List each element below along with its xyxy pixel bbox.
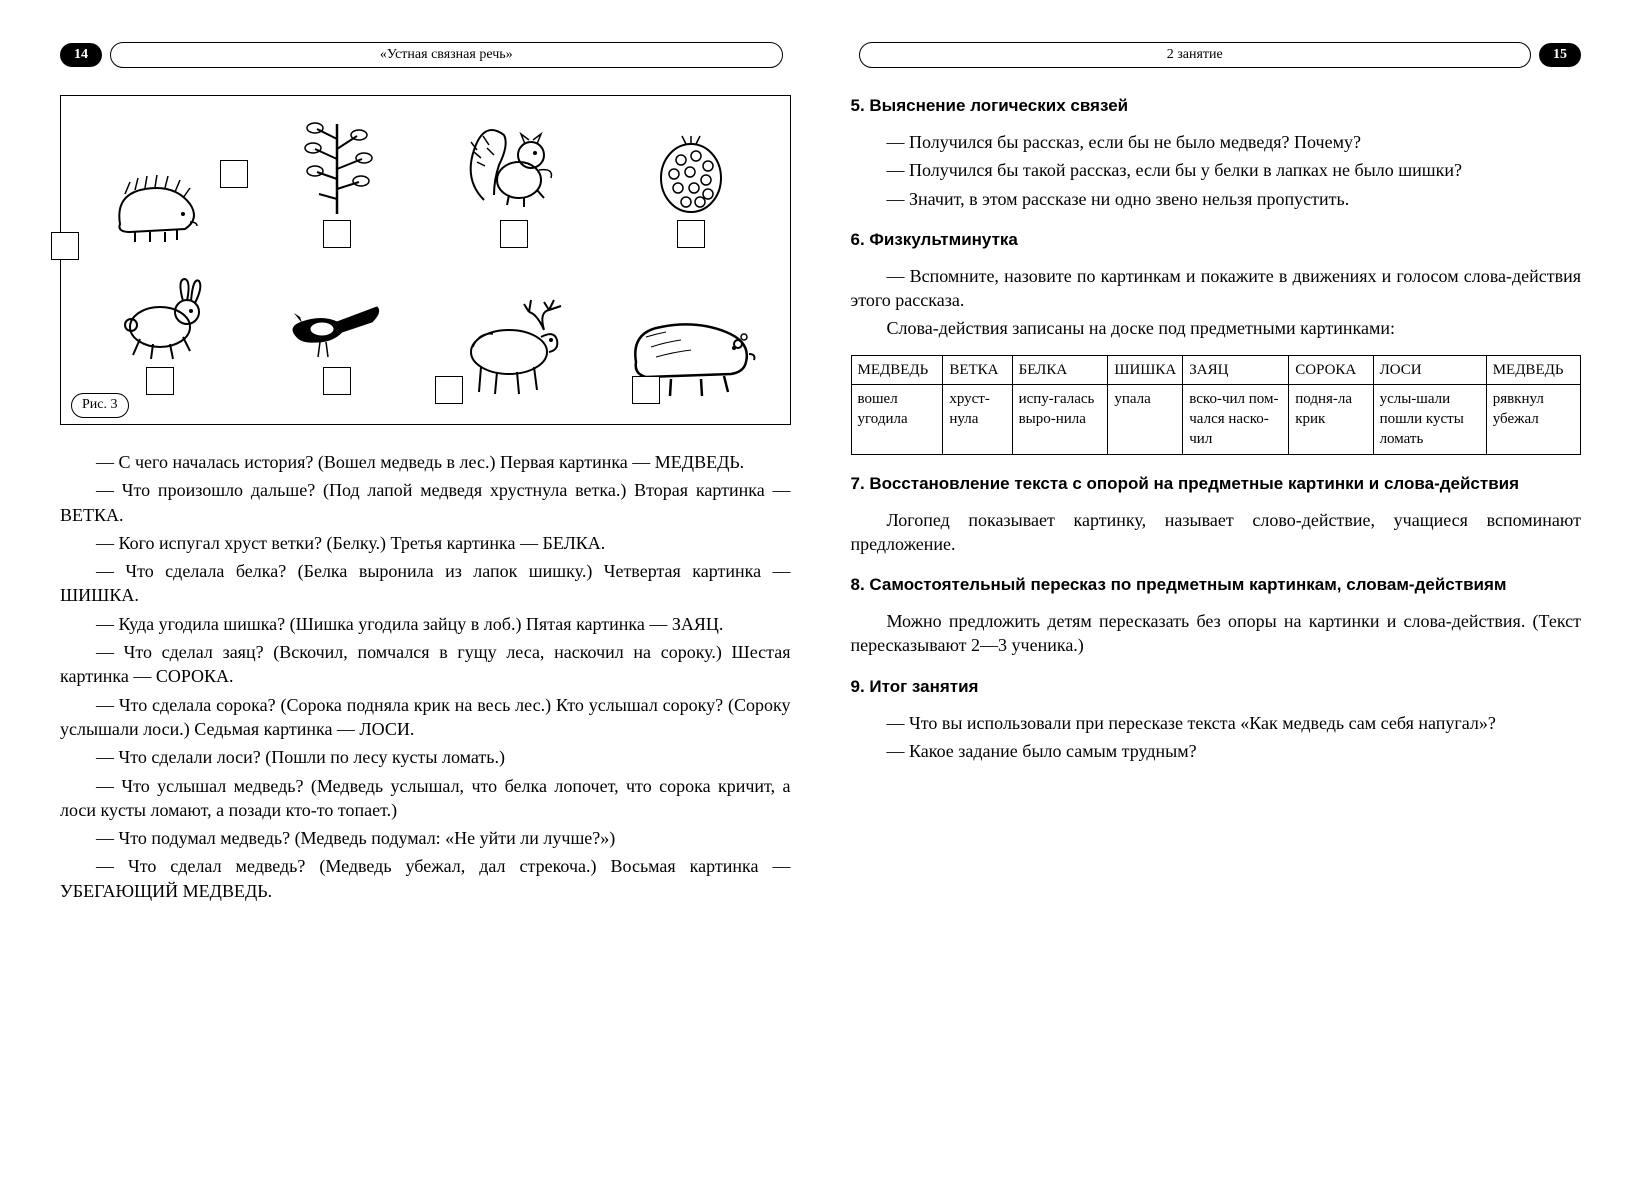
animal-pinecone [602, 130, 779, 254]
page-number-left: 14 [60, 43, 102, 68]
table-header: СОРОКА [1289, 355, 1373, 384]
checkbox[interactable] [146, 367, 174, 395]
table-header: ЗАЯЦ [1183, 355, 1289, 384]
table-cell: упала [1108, 384, 1183, 454]
checkbox[interactable] [220, 160, 248, 188]
animal-row-1 [71, 106, 780, 254]
paragraph: — Что сделала белка? (Белка выронила из … [60, 559, 791, 608]
table-cell: вошел угодила [851, 384, 943, 454]
page-left: 14 «Устная связная речь» [30, 40, 821, 1145]
paragraph: — Получился бы такой рассказ, если бы у … [851, 158, 1582, 182]
paragraph: — Что сделали лоси? (Пошли по лесу кусты… [60, 745, 791, 769]
table-header: ШИШКА [1108, 355, 1183, 384]
page-right: 2 занятие 15 5. Выяснение логических свя… [821, 40, 1612, 1145]
table-cell: услы-шали пошли кусты ломать [1373, 384, 1486, 454]
checkbox[interactable] [500, 220, 528, 248]
animal-branch [248, 114, 425, 254]
animal-squirrel [425, 110, 602, 254]
table-row: вошел угодила хруст-нула испу-галась выр… [851, 384, 1581, 454]
table-header: БЕЛКА [1012, 355, 1108, 384]
paragraph: — Кого испугал хруст ветки? (Белку.) Тре… [60, 531, 791, 555]
paragraph: — С чего началась история? (Вошел медвед… [60, 450, 791, 474]
checkbox[interactable] [323, 220, 351, 248]
left-content: — С чего началась история? (Вошел медвед… [60, 450, 791, 1145]
checkbox[interactable] [435, 376, 463, 404]
header-title-left: «Устная связная речь» [110, 42, 783, 69]
checkbox[interactable] [632, 376, 660, 404]
table-cell: хруст-нула [943, 384, 1012, 454]
paragraph: — Что сделала сорока? (Сорока подняла кр… [60, 693, 791, 742]
page-header-right: 2 занятие 15 [851, 40, 1582, 70]
paragraph: — Вспомните, назовите по картинкам и пок… [851, 264, 1582, 313]
animal-magpie [248, 287, 425, 401]
paragraph: — Что сделал заяц? (Вскочил, помчался в … [60, 640, 791, 689]
figure-label: Рис. 3 [71, 393, 129, 418]
paragraph: — Что вы использовали при пересказе текс… [851, 711, 1582, 735]
paragraph: Логопед показывает картинку, называет сл… [851, 508, 1582, 557]
table-cell: подня-ла крик [1289, 384, 1373, 454]
table-cell: вско-чил пом-чался наско-чил [1183, 384, 1289, 454]
paragraph: — Что сделал медведь? (Медведь убежал, д… [60, 854, 791, 903]
checkbox[interactable] [677, 220, 705, 248]
section-8-heading: 8. Самостоятельный пересказ по предметны… [851, 574, 1582, 597]
section-7-heading: 7. Восстановление текста с опорой на пре… [851, 473, 1582, 496]
paragraph: — Что услышал медведь? (Медведь услышал,… [60, 774, 791, 823]
paragraph: — Получился бы рассказ, если бы не было … [851, 130, 1582, 154]
animal-hedgehog [71, 164, 248, 254]
figure-3-illustration: Рис. 3 [60, 95, 791, 425]
right-content: 5. Выяснение логических связей — Получил… [851, 95, 1582, 1145]
table-header-row: МЕДВЕДЬ ВЕТКА БЕЛКА ШИШКА ЗАЯЦ СОРОКА ЛО… [851, 355, 1581, 384]
section-6-heading: 6. Физкультминутка [851, 229, 1582, 252]
paragraph: — Что произошло дальше? (Под лапой медве… [60, 478, 791, 527]
actions-table: МЕДВЕДЬ ВЕТКА БЕЛКА ШИШКА ЗАЯЦ СОРОКА ЛО… [851, 355, 1582, 455]
table-header: ВЕТКА [943, 355, 1012, 384]
header-title-right: 2 занятие [859, 42, 1532, 69]
table-header: МЕДВЕДЬ [851, 355, 943, 384]
page-number-right: 15 [1539, 43, 1581, 68]
paragraph: — Куда угодила шишка? (Шишка угодила зай… [60, 612, 791, 636]
table-header: МЕДВЕДЬ [1486, 355, 1580, 384]
checkbox[interactable] [323, 367, 351, 395]
table-header: ЛОСИ [1373, 355, 1486, 384]
animal-row-2 [71, 254, 780, 402]
paragraph: — Значит, в этом рассказе ни одно звено … [851, 187, 1582, 211]
animal-hare [71, 267, 248, 401]
table-cell: рявкнул убежал [1486, 384, 1580, 454]
section-5-heading: 5. Выяснение логических связей [851, 95, 1582, 118]
animal-bear [602, 292, 779, 402]
table-cell: испу-галась выро-нила [1012, 384, 1108, 454]
section-9-heading: 9. Итог занятия [851, 676, 1582, 699]
paragraph: — Какое задание было самым трудным? [851, 739, 1582, 763]
paragraph: Можно предложить детям пересказать без о… [851, 609, 1582, 658]
paragraph: Слова-действия записаны на доске под пре… [851, 316, 1582, 340]
paragraph: — Что подумал медведь? (Медведь подумал:… [60, 826, 791, 850]
animal-moose [425, 282, 602, 402]
page-header-left: 14 «Устная связная речь» [60, 40, 791, 70]
